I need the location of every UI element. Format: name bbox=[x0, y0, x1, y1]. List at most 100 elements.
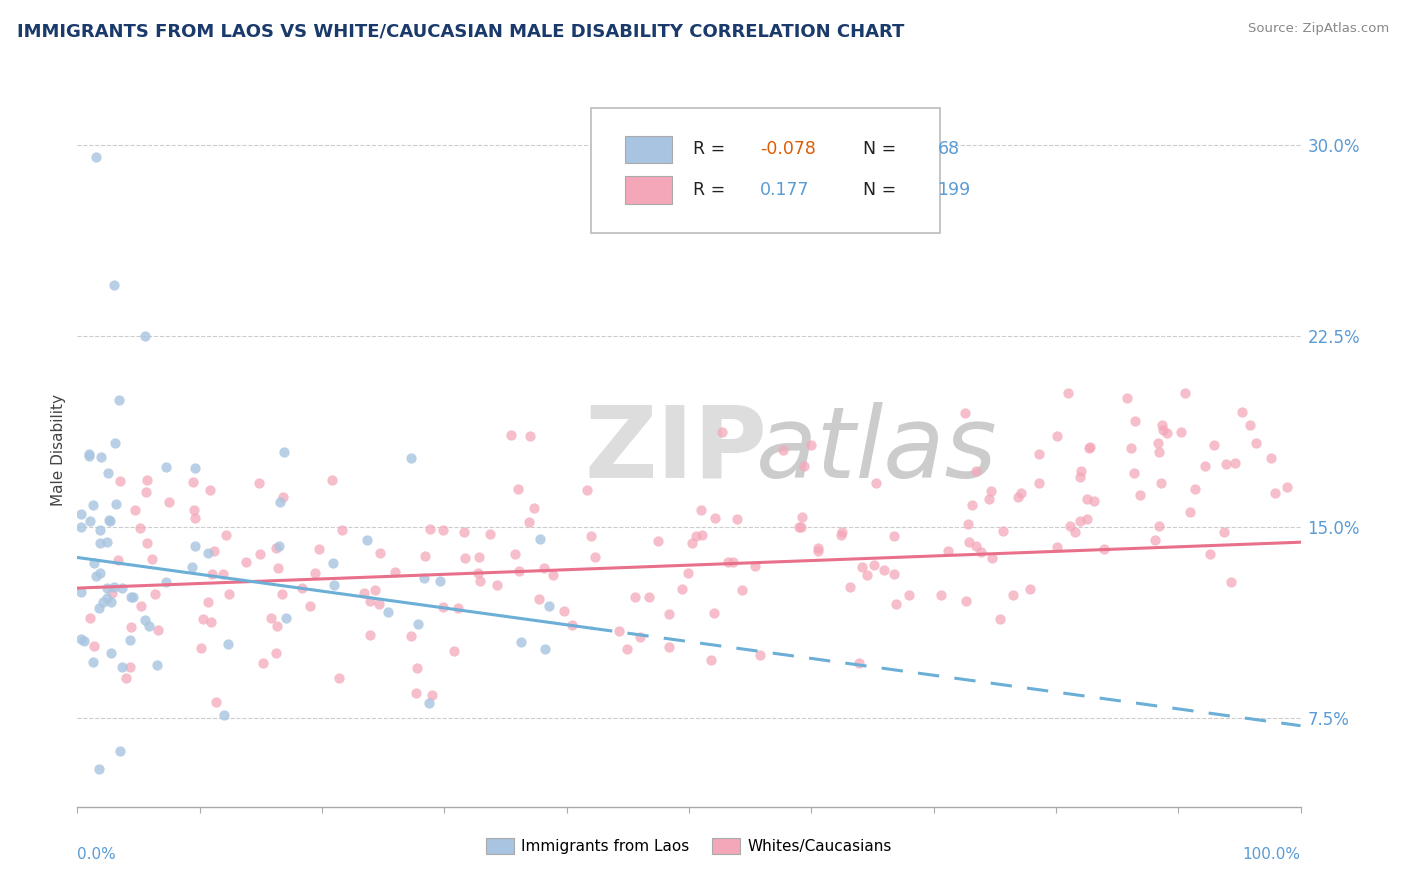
Point bbox=[884, 597, 907, 611]
Point bbox=[749, 648, 772, 662]
Point bbox=[115, 671, 138, 685]
Point bbox=[90, 450, 112, 465]
Point bbox=[1059, 518, 1081, 533]
Point bbox=[1083, 493, 1105, 508]
Point bbox=[97, 466, 120, 480]
Point bbox=[183, 503, 205, 517]
Text: ZIP: ZIP bbox=[585, 402, 768, 499]
Point bbox=[200, 615, 222, 629]
Point bbox=[1069, 514, 1091, 528]
Point bbox=[1092, 542, 1115, 557]
Point bbox=[155, 574, 177, 589]
Point bbox=[134, 613, 156, 627]
Point bbox=[367, 597, 389, 611]
Point bbox=[990, 612, 1012, 626]
Point bbox=[523, 500, 546, 515]
Point bbox=[82, 656, 104, 670]
Point bbox=[291, 581, 314, 595]
Point bbox=[519, 429, 541, 443]
Point bbox=[266, 541, 288, 555]
Point bbox=[533, 560, 555, 574]
Point bbox=[979, 492, 1001, 507]
Point bbox=[432, 599, 454, 614]
Point bbox=[91, 595, 114, 609]
Text: 199: 199 bbox=[938, 181, 970, 199]
Point bbox=[443, 644, 465, 658]
Point bbox=[401, 450, 423, 465]
Point bbox=[122, 590, 145, 604]
Point bbox=[793, 458, 815, 473]
Text: R =: R = bbox=[693, 140, 730, 158]
Point bbox=[1076, 492, 1098, 507]
Point bbox=[235, 555, 257, 569]
Point bbox=[508, 565, 530, 579]
Point bbox=[980, 483, 1002, 498]
Point bbox=[77, 449, 100, 463]
Point bbox=[609, 624, 631, 639]
Point bbox=[936, 544, 959, 558]
Point bbox=[1143, 533, 1166, 547]
Point bbox=[304, 566, 326, 580]
Point bbox=[1116, 391, 1139, 405]
Point bbox=[1246, 436, 1268, 450]
Point bbox=[271, 490, 294, 504]
Point bbox=[454, 551, 477, 566]
Point bbox=[322, 577, 344, 591]
Point bbox=[83, 640, 105, 654]
Point bbox=[800, 438, 823, 452]
Point bbox=[830, 528, 852, 542]
Point bbox=[1046, 428, 1069, 442]
Text: -0.078: -0.078 bbox=[759, 140, 815, 158]
Point bbox=[873, 563, 896, 577]
Text: 0.0%: 0.0% bbox=[77, 847, 117, 862]
Point bbox=[406, 617, 429, 632]
Point bbox=[134, 328, 156, 343]
Text: N =: N = bbox=[852, 181, 901, 199]
Point bbox=[865, 475, 887, 490]
Point bbox=[485, 577, 508, 591]
Point bbox=[725, 511, 748, 525]
Point bbox=[529, 591, 551, 606]
Point bbox=[965, 464, 987, 478]
Point bbox=[249, 547, 271, 561]
Point bbox=[508, 482, 530, 496]
Point bbox=[1199, 547, 1222, 561]
Point bbox=[96, 535, 118, 549]
Point bbox=[197, 595, 219, 609]
Point bbox=[517, 516, 540, 530]
Point bbox=[1184, 483, 1206, 497]
Point bbox=[541, 567, 564, 582]
Point bbox=[1123, 466, 1146, 480]
Point bbox=[98, 514, 121, 528]
Point bbox=[690, 527, 713, 541]
Point bbox=[405, 686, 427, 700]
Point bbox=[1277, 480, 1299, 494]
Point bbox=[183, 475, 205, 489]
Point bbox=[848, 656, 870, 670]
Point bbox=[1230, 405, 1253, 419]
Point bbox=[1147, 436, 1170, 450]
Point bbox=[143, 587, 166, 601]
Point bbox=[704, 511, 727, 525]
Point bbox=[981, 551, 1004, 566]
Point bbox=[453, 525, 475, 540]
Point bbox=[1119, 441, 1142, 455]
FancyBboxPatch shape bbox=[626, 177, 672, 203]
Point bbox=[359, 594, 381, 608]
Point bbox=[1260, 450, 1282, 465]
Point bbox=[322, 557, 344, 571]
Point bbox=[839, 580, 862, 594]
Text: 68: 68 bbox=[938, 140, 959, 158]
Text: N =: N = bbox=[852, 140, 901, 158]
Point bbox=[108, 475, 131, 489]
Point bbox=[503, 548, 526, 562]
Point bbox=[89, 762, 111, 776]
Point bbox=[1077, 441, 1099, 455]
Point bbox=[190, 641, 212, 656]
Point bbox=[638, 590, 661, 604]
Point bbox=[198, 483, 221, 497]
Point bbox=[1064, 524, 1087, 539]
Point bbox=[647, 534, 669, 549]
Point bbox=[146, 623, 169, 637]
Point bbox=[744, 558, 766, 573]
